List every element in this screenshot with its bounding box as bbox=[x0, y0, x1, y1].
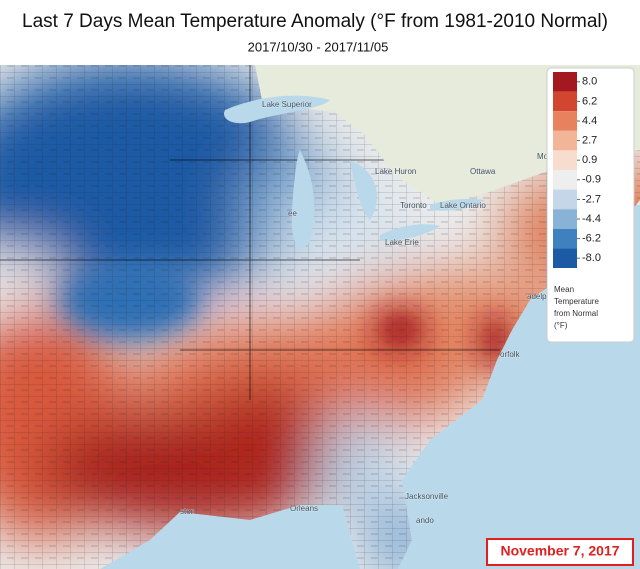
place-label: Lake Ontario bbox=[440, 201, 486, 210]
legend-title: (°F) bbox=[554, 321, 568, 330]
date: November 7, 2017 bbox=[500, 543, 619, 559]
legend-swatch bbox=[553, 91, 577, 112]
legend-title: from Normal bbox=[554, 309, 598, 318]
legend-swatch bbox=[553, 248, 577, 268]
legend-swatch bbox=[553, 72, 577, 92]
legend-label: 6.2 bbox=[582, 95, 597, 107]
legend-swatch bbox=[553, 189, 577, 210]
legend-swatch bbox=[553, 130, 577, 151]
place-label: Lake Superior bbox=[262, 100, 312, 109]
place-label: Jacksonville bbox=[405, 492, 449, 501]
place-label: Lake Huron bbox=[375, 167, 416, 176]
legend-swatch bbox=[553, 150, 577, 170]
place-label: ando bbox=[416, 516, 434, 525]
lake-huron bbox=[350, 160, 378, 220]
lake-ontario bbox=[430, 198, 485, 211]
place-label: adelp bbox=[527, 292, 547, 301]
subtitle: 2017/10/30 - 2017/11/05 bbox=[248, 39, 389, 54]
place-label: Ottawa bbox=[470, 167, 496, 176]
place-label: Toronto bbox=[400, 201, 427, 210]
map bbox=[0, 65, 640, 569]
legend-label: -0.9 bbox=[582, 174, 601, 186]
place-labels: Lake Superior Lake Huron Ottawa Mo Toronto La… bbox=[180, 100, 549, 525]
place-label: Lake Erie bbox=[385, 238, 419, 247]
legend-label: -8.0 bbox=[582, 252, 601, 264]
legend-label: 4.4 bbox=[582, 115, 597, 127]
lake-superior bbox=[224, 95, 330, 124]
place-label: Mo bbox=[537, 152, 549, 161]
legend-swatch bbox=[553, 209, 577, 229]
legend-label: 8.0 bbox=[582, 76, 597, 88]
legend: 8.0 6.2 4.4 2.7 0.9 -0.9 -2.7 -4.4 -6.2 -8.0 Mean T… bbox=[546, 67, 635, 343]
legend-label: -6.2 bbox=[582, 233, 601, 245]
date-box bbox=[486, 538, 634, 566]
legend-label: -4.4 bbox=[582, 213, 601, 225]
lake-erie bbox=[380, 224, 440, 241]
legend-swatch bbox=[553, 170, 577, 190]
lake-michigan bbox=[291, 150, 315, 249]
legend-label: 2.7 bbox=[582, 135, 597, 147]
place-label: Orleans bbox=[290, 504, 318, 513]
legend-title: Mean bbox=[554, 285, 574, 294]
title: Last 7 Days Mean Temperature Anomaly (°F… bbox=[22, 11, 608, 32]
legend-label: 0.9 bbox=[582, 154, 597, 166]
legend-swatch bbox=[553, 228, 577, 249]
place-label: orfolk bbox=[500, 350, 521, 359]
legend-swatch bbox=[553, 111, 577, 131]
legend-label: -2.7 bbox=[582, 193, 601, 205]
place-label: ee bbox=[288, 209, 297, 218]
legend-title: Temperature bbox=[554, 297, 599, 306]
place-label: ston bbox=[180, 507, 195, 516]
